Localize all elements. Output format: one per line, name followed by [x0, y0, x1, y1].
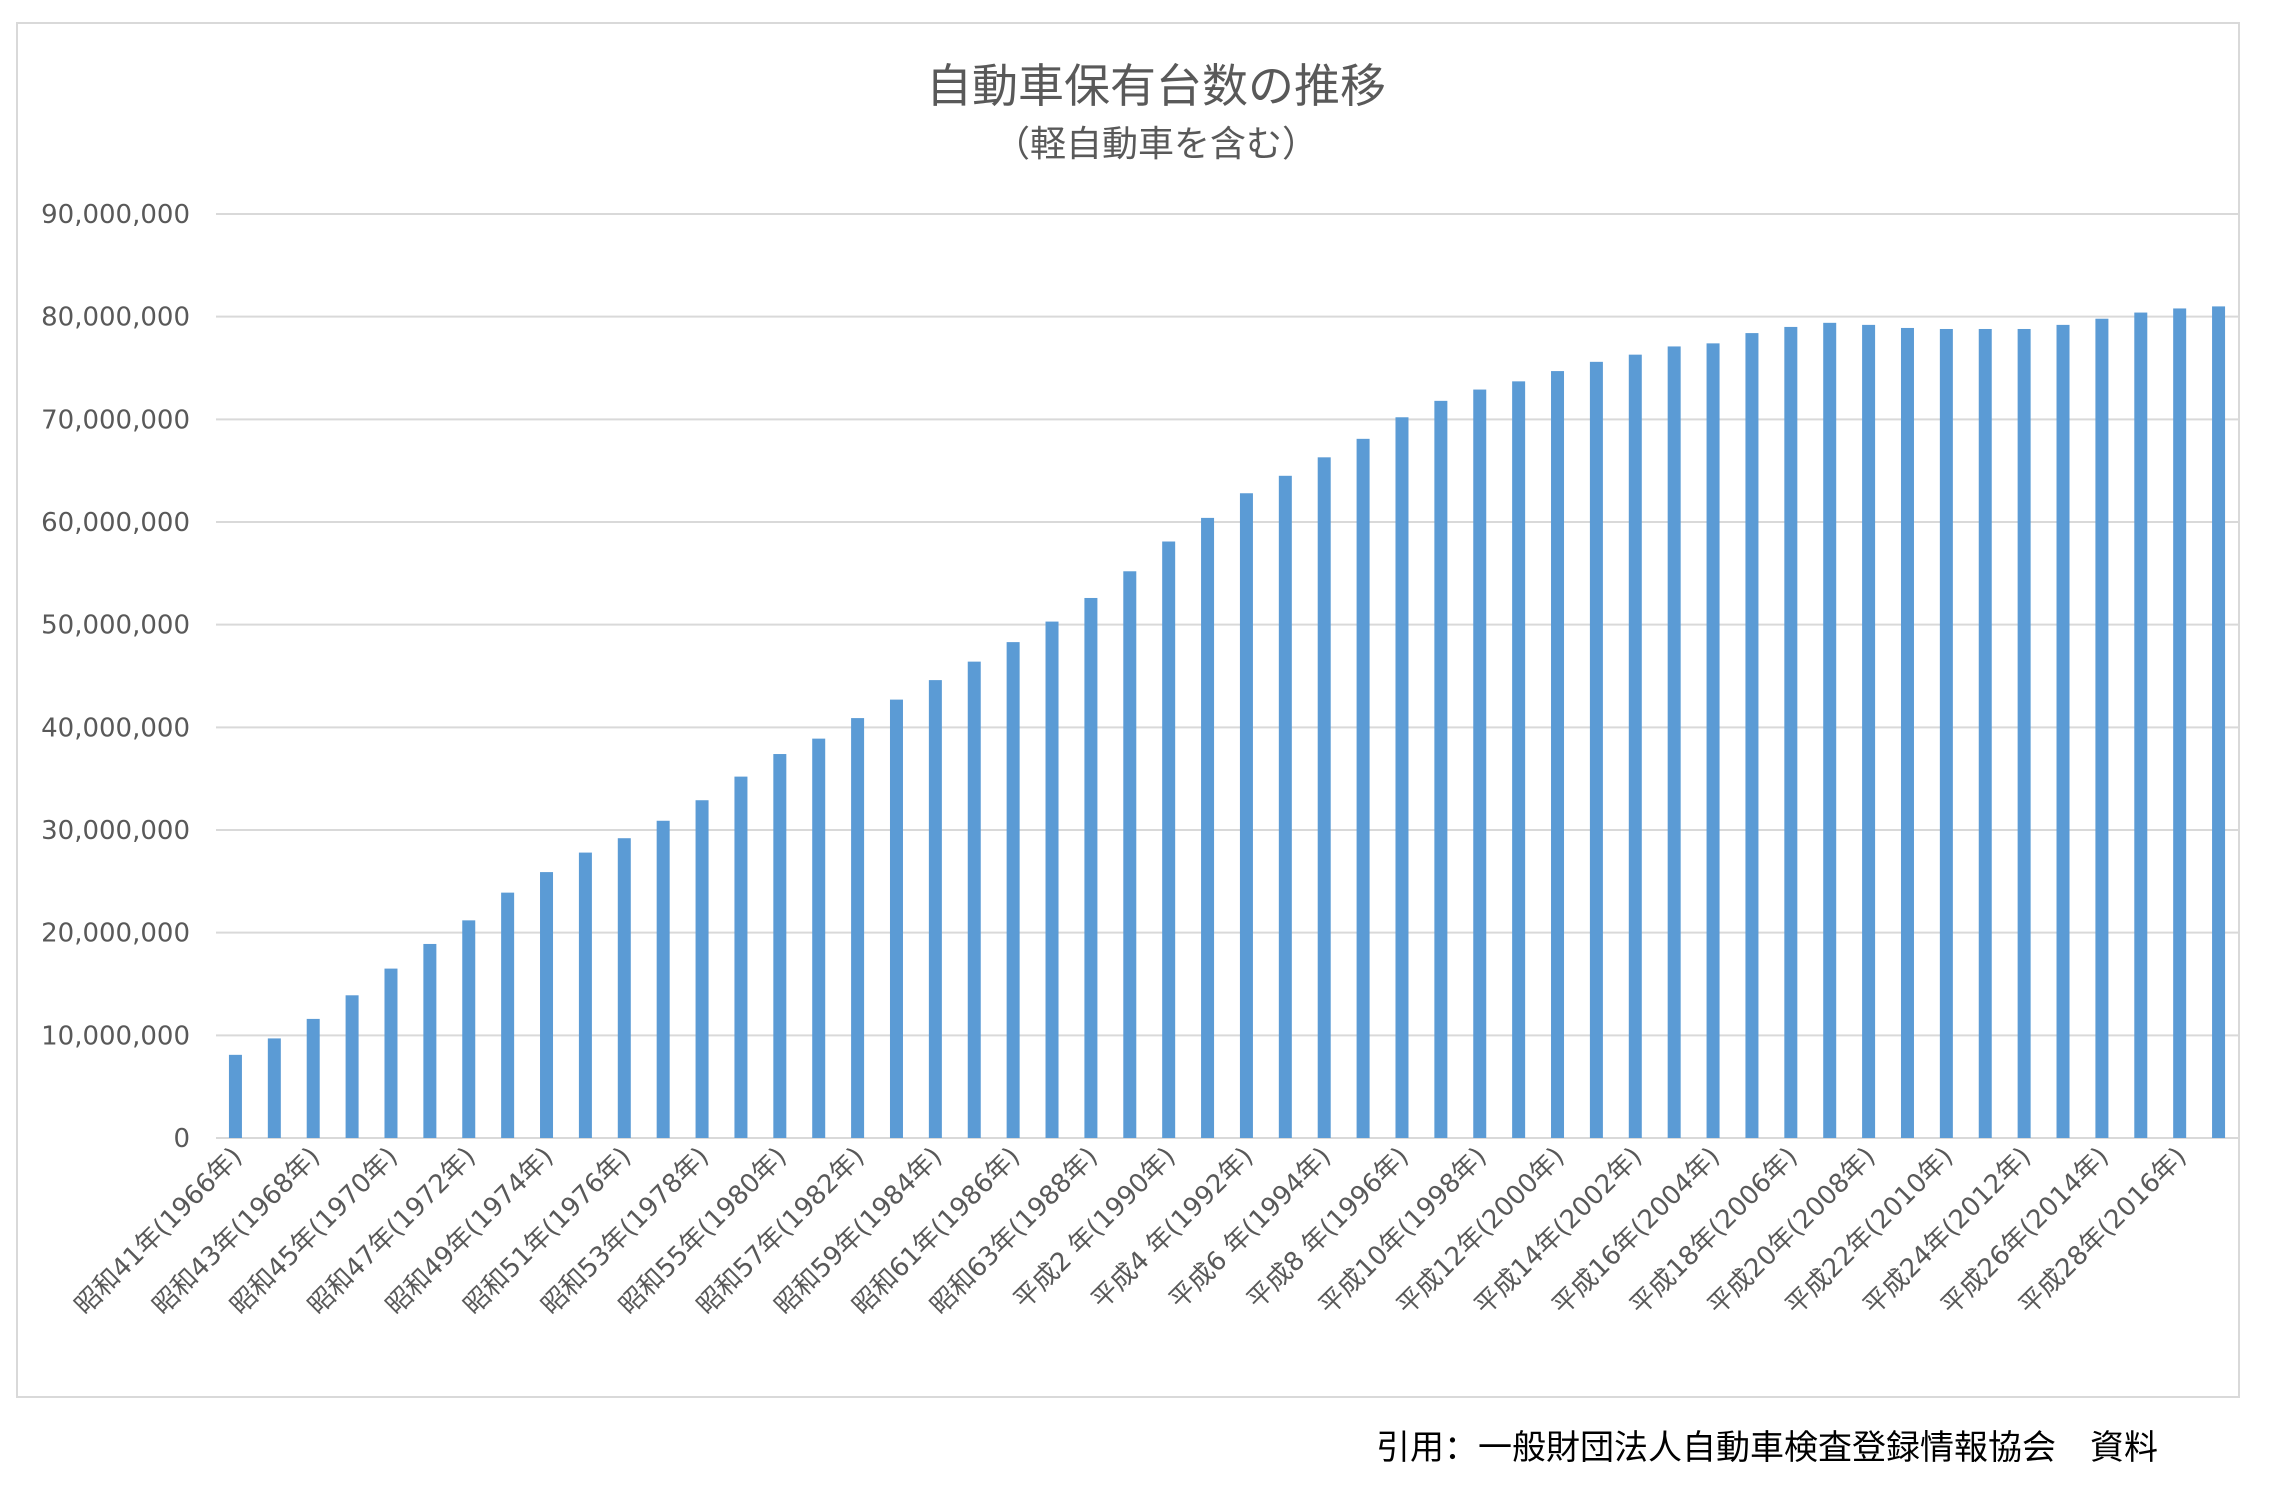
citation-text: 引用：一般財団法人自動車検査登録情報協会 資料 [1376, 1428, 2158, 1468]
bar [228, 1054, 242, 1138]
chart-title: 自動車保有台数の推移 [926, 59, 1386, 113]
bar [773, 754, 787, 1138]
y-tick-label: 0 [173, 1124, 190, 1154]
bar [1045, 621, 1059, 1138]
y-tick-label: 70,000,000 [41, 405, 190, 435]
y-tick-label: 30,000,000 [41, 816, 190, 846]
bar [1317, 457, 1331, 1138]
bar [1862, 324, 1876, 1138]
y-tick-label: 60,000,000 [41, 508, 190, 538]
bar [1900, 327, 1914, 1139]
bar [1939, 328, 1953, 1138]
gridlines [216, 213, 2238, 1139]
bar [1006, 642, 1020, 1138]
bar [423, 943, 437, 1138]
bar [1512, 381, 1526, 1138]
bar [1978, 328, 1992, 1138]
bar [2173, 308, 2187, 1138]
bar [2134, 312, 2148, 1138]
bar [1278, 475, 1292, 1138]
bar [1239, 493, 1253, 1139]
bar [1473, 389, 1487, 1138]
bar [345, 995, 359, 1138]
bar [656, 820, 670, 1138]
bars [228, 306, 2226, 1139]
bar [2056, 324, 2070, 1138]
bar [1434, 400, 1448, 1138]
bar [967, 661, 981, 1138]
bar [2017, 328, 2031, 1138]
bar [1706, 343, 1720, 1138]
bar-chart: 自動車保有台数の推移 （軽自動車を含む） 0 10,000,000 20,000,0… [41, 59, 2238, 1321]
bar [306, 1018, 320, 1138]
bar [1356, 438, 1370, 1139]
bar [1084, 597, 1098, 1138]
y-tick-label: 20,000,000 [41, 919, 190, 949]
bar [1823, 322, 1837, 1138]
x-axis-tick-labels: 昭和41年(1966年)昭和43年(1968年)昭和45年(1970年)昭和47… [69, 1142, 2193, 1321]
bar [1162, 541, 1176, 1138]
chart-subtitle: （軽自動車を含む） [994, 124, 1318, 165]
bar [2095, 318, 2109, 1139]
bar [1628, 354, 1642, 1138]
y-tick-label: 90,000,000 [41, 200, 190, 230]
bar [1745, 333, 1759, 1138]
bar [267, 1038, 281, 1138]
bar [462, 920, 476, 1138]
bar [1589, 361, 1603, 1139]
bar [1395, 417, 1409, 1138]
bar [540, 872, 554, 1138]
bar [812, 738, 826, 1138]
bar [734, 776, 748, 1138]
bar [1123, 571, 1137, 1138]
bar [1667, 346, 1681, 1138]
bar [1551, 371, 1565, 1139]
chart-frame: 自動車保有台数の推移 （軽自動車を含む） 0 10,000,000 20,000,0… [16, 22, 2240, 1398]
y-tick-label: 50,000,000 [41, 611, 190, 641]
bar [2212, 306, 2226, 1138]
bar [578, 852, 592, 1138]
bar [889, 699, 903, 1138]
y-tick-label: 10,000,000 [41, 1021, 190, 1051]
bar [1201, 517, 1215, 1138]
bar [384, 968, 398, 1138]
bar [928, 680, 942, 1138]
bar [695, 800, 709, 1138]
bar [501, 892, 515, 1138]
bar [851, 718, 865, 1138]
bar [1784, 326, 1798, 1138]
bar [617, 838, 631, 1138]
y-tick-label: 80,000,000 [41, 303, 190, 333]
y-tick-label: 40,000,000 [41, 713, 190, 743]
y-axis-tick-labels: 0 10,000,000 20,000,000 30,000,000 40,000,00… [41, 200, 190, 1154]
